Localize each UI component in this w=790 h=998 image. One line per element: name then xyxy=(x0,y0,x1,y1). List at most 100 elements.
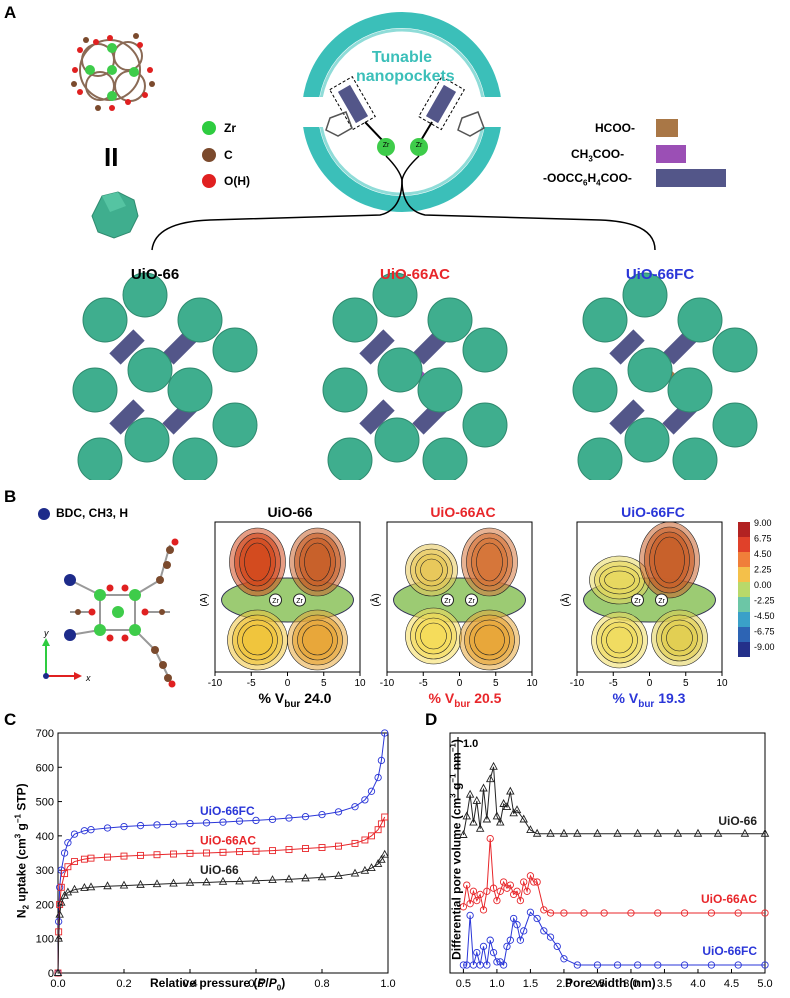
data-point xyxy=(367,787,376,795)
data-point xyxy=(483,961,491,969)
data-point xyxy=(573,961,581,969)
y-tick-label: 700 xyxy=(36,728,54,740)
data-point xyxy=(87,826,95,834)
contour-lobe xyxy=(474,624,505,656)
data-point xyxy=(360,865,370,874)
data-point xyxy=(463,881,471,889)
zr-cluster-node xyxy=(417,367,463,413)
chart-d-xlabel: Pore width (nm) xyxy=(565,976,656,990)
contour-lobe xyxy=(666,624,693,652)
data-point xyxy=(526,908,535,916)
colorbar-segment xyxy=(738,522,750,537)
data-point xyxy=(496,887,504,895)
data-point xyxy=(186,849,194,857)
data-point xyxy=(469,817,478,826)
data-point xyxy=(57,897,66,906)
data-point xyxy=(475,823,485,832)
data-point xyxy=(466,900,474,908)
data-point xyxy=(268,815,277,824)
data-point xyxy=(53,968,63,976)
map-x-tick-label: 10 xyxy=(716,678,728,689)
data-point xyxy=(80,855,88,863)
data-point xyxy=(285,814,293,822)
data-point xyxy=(377,756,386,765)
data-point xyxy=(472,795,482,804)
zr-cluster-node xyxy=(624,417,670,463)
zr-cluster-node xyxy=(582,297,628,343)
zr-cluster-node xyxy=(377,347,423,393)
chart-d-ylabel: Differential pore volume (cm3 g−1 nm−1) xyxy=(448,739,464,960)
data-point xyxy=(761,909,769,917)
data-point xyxy=(540,927,548,935)
zr-cluster-node xyxy=(212,402,258,448)
framework-title-uio66ac: UiO-66AC xyxy=(379,266,450,283)
data-point xyxy=(633,828,642,837)
data-point xyxy=(654,961,662,969)
data-point xyxy=(519,814,528,823)
data-point xyxy=(516,896,525,905)
data-point xyxy=(202,877,211,886)
data-point xyxy=(219,848,227,856)
data-point xyxy=(334,871,343,879)
map-x-tick-label: -10 xyxy=(208,678,223,689)
framework-1 xyxy=(322,272,508,480)
map-y-label: (Å) xyxy=(200,593,210,606)
zr-marker xyxy=(441,593,454,607)
series-label: UiO-66FC xyxy=(200,804,255,818)
colorbar-tick-label: -9.00 xyxy=(754,642,775,652)
data-point xyxy=(71,858,78,866)
series-line xyxy=(462,838,765,914)
legend-oh-label: O(H) xyxy=(224,174,250,188)
data-point xyxy=(503,942,511,951)
zr-cluster-node xyxy=(167,367,213,413)
zr-cluster-node xyxy=(672,437,718,480)
data-point xyxy=(485,774,495,783)
data-point xyxy=(513,921,521,929)
x-tick-label: 0.2 xyxy=(116,978,131,990)
data-point xyxy=(252,847,260,855)
ring-zr-label-1: Zr xyxy=(382,142,390,149)
vbur-uio66ac: % Vbur 20.5 xyxy=(428,690,502,710)
data-point xyxy=(530,878,538,886)
data-point xyxy=(740,828,750,837)
data-point xyxy=(489,884,498,892)
data-point xyxy=(236,848,243,856)
zr-marker xyxy=(465,593,478,607)
data-point xyxy=(367,863,376,872)
data-point xyxy=(64,863,72,871)
data-point xyxy=(235,817,244,825)
y-tick-label: 600 xyxy=(36,762,54,774)
data-point xyxy=(654,909,662,917)
contour-lobe xyxy=(304,542,331,582)
colorbar-segment xyxy=(738,582,750,597)
contour-lobe xyxy=(420,622,447,650)
panel-letter-c: C xyxy=(4,710,17,729)
data-point xyxy=(361,796,369,804)
ring-linkers xyxy=(325,76,485,156)
data-point xyxy=(459,961,468,969)
data-point xyxy=(203,849,210,857)
data-point xyxy=(520,878,528,886)
series-UiO-66AC: UiO-66AC xyxy=(459,834,769,917)
zr-marker-label: Zr xyxy=(444,598,451,605)
data-point xyxy=(377,854,386,863)
data-point xyxy=(523,887,531,895)
data-point xyxy=(653,828,663,837)
zr-marker-label: Zr xyxy=(658,598,665,605)
colorbar: 9.00 6.75 4.50 2.25 0.00 -2.25 -4.50 -6.75 -9.00 xyxy=(738,518,775,657)
data-point xyxy=(613,828,622,837)
zr-cluster-node xyxy=(122,272,168,318)
data-point xyxy=(86,882,96,891)
data-point xyxy=(381,729,389,737)
map-x-tick-label: 5 xyxy=(683,678,689,689)
data-point xyxy=(613,961,622,969)
framework-title-uio66: UiO-66 xyxy=(130,266,180,283)
y-tick-label: 400 xyxy=(36,831,54,843)
zr-cluster-node xyxy=(712,327,758,373)
zr-cluster-node xyxy=(77,437,123,480)
contour-lobe xyxy=(244,542,271,582)
colorbar-tick-label: -4.50 xyxy=(754,611,775,621)
data-point xyxy=(169,820,178,828)
zr-cluster-node xyxy=(422,437,468,480)
data-point xyxy=(63,887,73,896)
